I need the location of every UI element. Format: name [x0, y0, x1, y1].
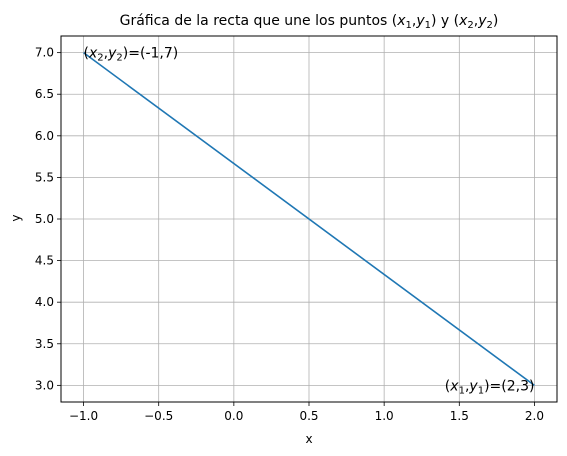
y-tick-label: 4.5 — [35, 254, 54, 268]
point-annotation: (x2,y2)=(-1,7) — [84, 46, 179, 64]
x-tick-label: −0.5 — [144, 409, 173, 423]
series-group — [83, 51, 535, 387]
y-tick-label: 6.0 — [35, 129, 54, 143]
y-tick-label: 5.5 — [35, 170, 54, 184]
x-axis-ticks: −1.0 −0.5 0.0 0.5 1.0 1.5 2.0 — [69, 402, 544, 423]
series-line — [83, 51, 535, 387]
y-tick-label: 7.0 — [35, 46, 54, 60]
x-tick-label: −1.0 — [69, 409, 98, 423]
point-annotation: (x1,y1)=(2,3) — [445, 378, 535, 396]
x-axis-label: x — [305, 432, 312, 446]
y-axis-label: y — [9, 214, 23, 221]
y-tick-label: 3.0 — [35, 378, 54, 392]
x-tick-label: 2.0 — [525, 409, 544, 423]
chart-title: Gráfica de la recta que une los puntos (… — [120, 13, 499, 31]
y-tick-label: 6.5 — [35, 87, 54, 101]
y-tick-label: 5.0 — [35, 212, 54, 226]
x-tick-label: 1.0 — [375, 409, 394, 423]
y-tick-label: 4.0 — [35, 295, 54, 309]
x-tick-label: 0.5 — [299, 409, 318, 423]
x-tick-label: 0.0 — [224, 409, 243, 423]
annotations: (x1,y1)=(2,3) (x2,y2)=(-1,7) — [84, 46, 535, 397]
grid — [61, 36, 557, 402]
x-tick-label: 1.5 — [450, 409, 469, 423]
y-axis-ticks: 3.0 3.5 4.0 4.5 5.0 5.5 6.0 6.5 7.0 — [35, 46, 61, 392]
y-tick-label: 3.5 — [35, 337, 54, 351]
